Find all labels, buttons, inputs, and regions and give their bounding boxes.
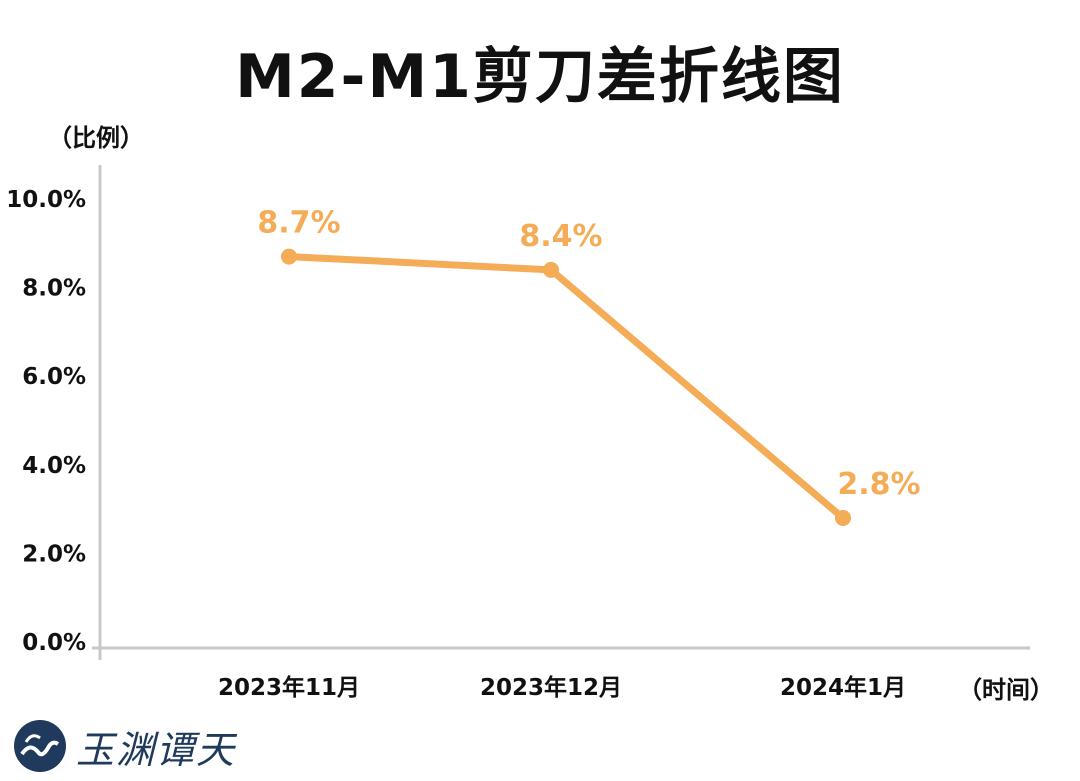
- data-point: [543, 261, 559, 278]
- y-tick-label: 6.0%: [22, 364, 86, 390]
- x-tick-label: 2023年12月: [480, 674, 622, 701]
- logo-text: 玉渊谭天: [76, 727, 237, 772]
- series-line: [285, 253, 847, 522]
- x-tick-label: 2024年1月: [780, 674, 906, 701]
- y-tick-label: 4.0%: [22, 453, 86, 479]
- chart-title: M2-M1剪刀差折线图: [235, 42, 845, 112]
- data-point: [281, 248, 297, 265]
- x-axis-label: （时间）: [958, 676, 1054, 704]
- y-axis-label: （比例）: [48, 124, 144, 152]
- y-tick-label: 0.0%: [22, 630, 86, 656]
- data-label: 8.4%: [519, 219, 602, 254]
- y-tick-label: 2.0%: [22, 541, 86, 567]
- data-label: 8.7%: [257, 206, 340, 241]
- data-label: 2.8%: [837, 467, 920, 502]
- y-tick-label: 10.0%: [6, 187, 86, 213]
- x-tick-label: 2023年11月: [218, 674, 360, 701]
- y-tick-label: 8.0%: [22, 276, 86, 302]
- data-point: [835, 509, 851, 526]
- wave-circle-icon: [14, 720, 66, 772]
- brand-logo: 玉渊谭天: [12, 718, 236, 774]
